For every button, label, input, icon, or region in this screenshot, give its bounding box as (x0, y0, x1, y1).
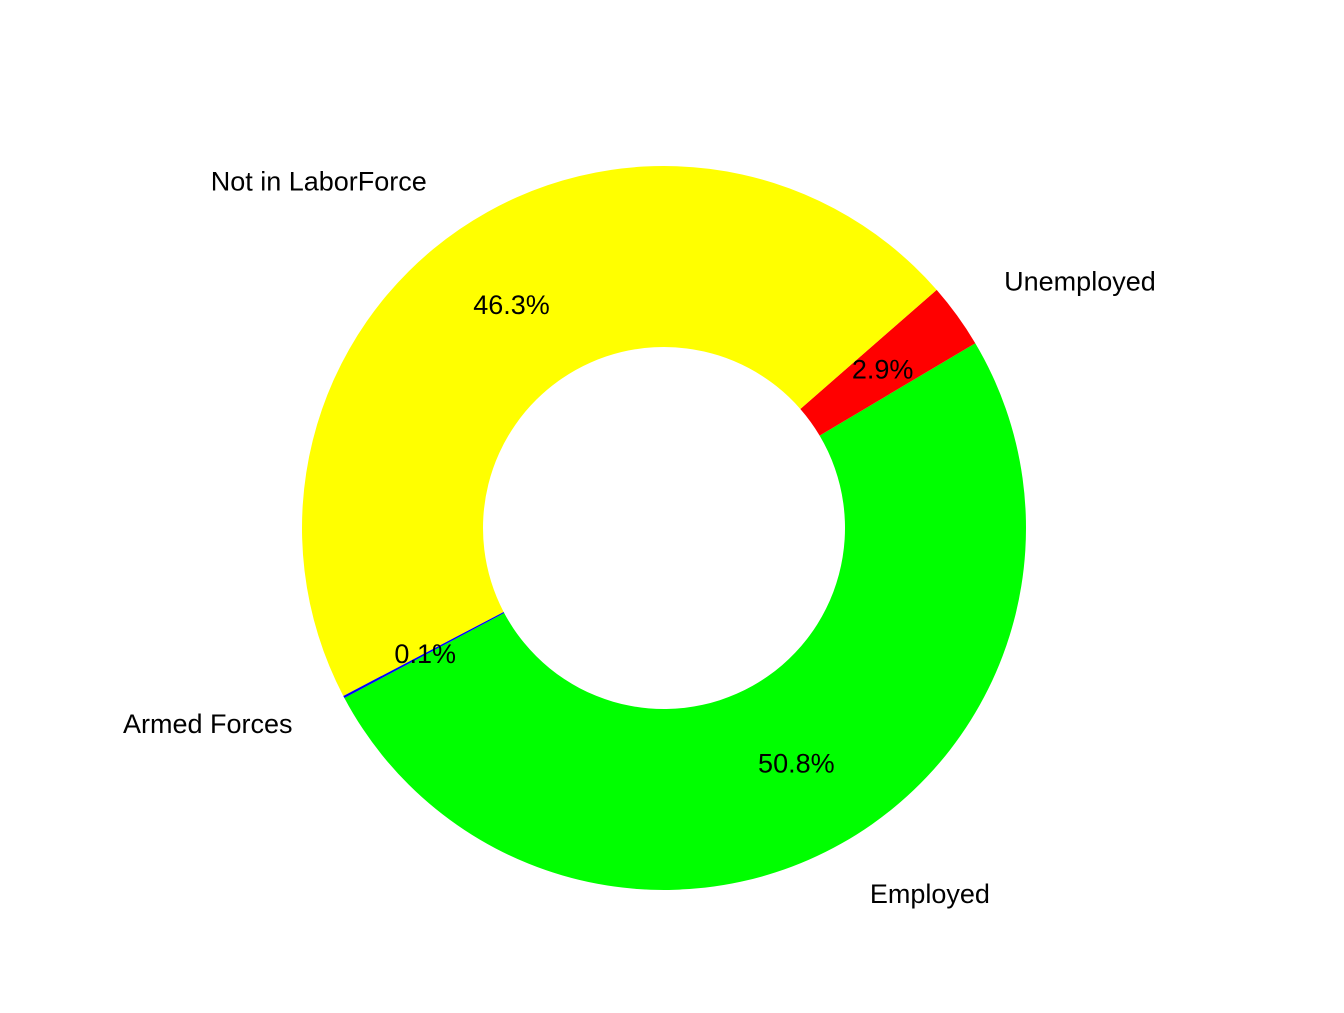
pct-label-employed: 50.8% (758, 748, 835, 778)
category-label-armed-forces: Armed Forces (123, 709, 293, 739)
slice-armed-forces (343, 611, 505, 698)
slice-employed (344, 343, 1027, 891)
pct-label-armed-forces: 0.1% (394, 639, 456, 669)
pct-label-unemployed: 2.9% (852, 355, 914, 385)
labels-layer: 50.8% Employed 2.9% Unemployed 46.3% Not in L… (123, 166, 1156, 909)
slice-unemployed (800, 289, 976, 436)
category-label-employed: Employed (870, 879, 990, 909)
category-label-not-in-laborforce: Not in LaborForce (211, 166, 427, 196)
category-label-unemployed: Unemployed (1004, 267, 1156, 297)
slices-layer (301, 165, 1027, 891)
pct-label-not-in-laborforce: 46.3% (473, 290, 550, 320)
slice-not-in-laborforce (301, 165, 937, 696)
